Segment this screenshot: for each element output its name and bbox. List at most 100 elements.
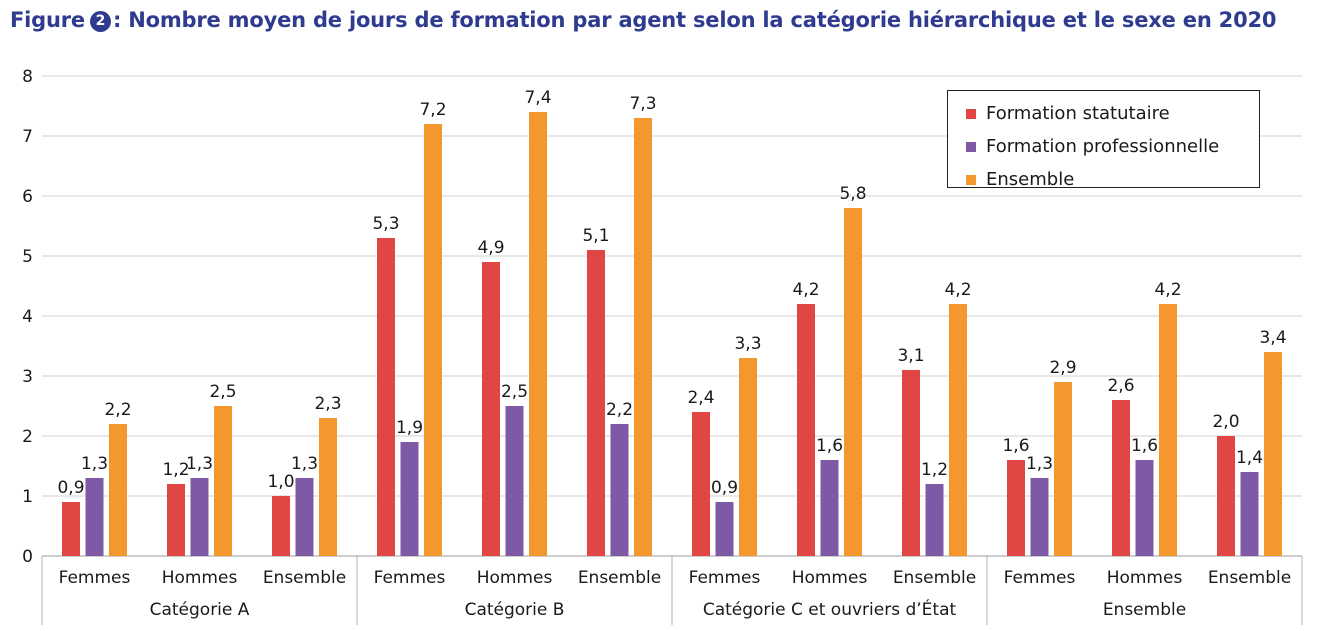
data-label: 2,6 (1107, 376, 1134, 396)
data-label: 2,5 (501, 382, 528, 402)
bar (295, 478, 314, 556)
bar (1135, 460, 1154, 556)
data-label: 1,3 (186, 454, 213, 474)
data-label: 4,9 (477, 238, 504, 258)
x-tick-label: Ensemble (263, 568, 346, 588)
bar (319, 418, 337, 556)
x-tick-label: Femmes (1004, 568, 1076, 588)
data-label: 1,6 (1131, 436, 1158, 456)
chart-legend: Formation statutaire Formation profession… (947, 90, 1260, 190)
y-tick-label: 5 (22, 247, 33, 267)
data-label: 3,4 (1259, 328, 1286, 348)
x-tick-label: Hommes (162, 568, 238, 588)
data-label: 1,3 (1026, 454, 1053, 474)
x-tick-label: Femmes (374, 568, 446, 588)
data-label: 4,2 (944, 280, 971, 300)
bar (797, 304, 815, 556)
data-label: 1,2 (162, 460, 189, 480)
y-tick-label: 0 (22, 547, 33, 567)
data-label: 1,9 (396, 418, 423, 438)
group-label: Catégorie A (150, 600, 250, 620)
legend-swatch (966, 141, 976, 152)
bar (377, 238, 395, 556)
bar (949, 304, 967, 556)
bar (505, 406, 524, 556)
bar (1217, 436, 1235, 556)
y-tick-label: 2 (22, 427, 33, 447)
x-tick-label: Hommes (477, 568, 553, 588)
bar (214, 406, 232, 556)
bar (1054, 382, 1072, 556)
data-label: 1,3 (81, 454, 108, 474)
data-label: 7,2 (419, 100, 446, 120)
data-label: 4,2 (792, 280, 819, 300)
bar (844, 208, 862, 556)
data-label: 2,4 (687, 388, 714, 408)
bar (400, 442, 419, 556)
y-tick-label: 4 (22, 307, 33, 327)
data-label: 5,3 (372, 214, 399, 234)
bar (1007, 460, 1025, 556)
data-label: 3,3 (734, 334, 761, 354)
legend-swatch (966, 108, 976, 119)
legend-label: Formation statutaire (986, 103, 1170, 124)
group-label: Catégorie C et ouvriers d’État (703, 598, 957, 620)
bar (272, 496, 290, 556)
group-label: Ensemble (1103, 600, 1186, 620)
bar (925, 484, 944, 556)
bar (190, 478, 209, 556)
y-tick-label: 7 (22, 127, 33, 147)
x-tick-label: Ensemble (893, 568, 976, 588)
data-label: 2,0 (1212, 412, 1239, 432)
bar (62, 502, 80, 556)
data-label: 2,2 (606, 400, 633, 420)
bar (482, 262, 500, 556)
y-tick-label: 6 (22, 187, 33, 207)
data-label: 7,3 (629, 94, 656, 114)
data-label: 5,1 (582, 226, 609, 246)
x-tick-label: Ensemble (1208, 568, 1291, 588)
data-label: 2,3 (314, 394, 341, 414)
data-label: 5,8 (839, 184, 866, 204)
data-label: 0,9 (711, 478, 738, 498)
data-label: 2,2 (104, 400, 131, 420)
legend-label: Ensemble (986, 169, 1075, 190)
y-tick-label: 3 (22, 367, 33, 387)
legend-item: Formation statutaire (966, 97, 1259, 130)
bar (109, 424, 127, 556)
x-tick-label: Ensemble (578, 568, 661, 588)
bar (634, 118, 652, 556)
bar (529, 112, 547, 556)
bar (1030, 478, 1049, 556)
bar (1112, 400, 1130, 556)
data-label: 2,9 (1049, 358, 1076, 378)
x-tick-label: Femmes (59, 568, 131, 588)
chart-title: Figure 2: Nombre moyen de jours de format… (10, 8, 1277, 32)
data-label: 1,2 (921, 460, 948, 480)
legend-label: Formation professionnelle (986, 136, 1220, 157)
data-label: 1,4 (1236, 448, 1263, 468)
bar (692, 412, 710, 556)
legend-item: Formation professionnelle (966, 130, 1259, 163)
y-tick-label: 1 (22, 487, 33, 507)
bar (610, 424, 629, 556)
bar (820, 460, 839, 556)
data-label: 1,0 (267, 472, 294, 492)
data-label: 1,6 (816, 436, 843, 456)
bar (85, 478, 104, 556)
bar (1240, 472, 1259, 556)
data-label: 2,5 (209, 382, 236, 402)
data-label: 7,4 (524, 88, 551, 108)
data-label: 1,6 (1002, 436, 1029, 456)
x-tick-label: Femmes (689, 568, 761, 588)
figure-number-badge: 2 (89, 11, 111, 32)
bar (1159, 304, 1177, 556)
bar (167, 484, 185, 556)
data-label: 3,1 (897, 346, 924, 366)
y-tick-label: 8 (22, 67, 33, 87)
data-label: 0,9 (57, 478, 84, 498)
bar (902, 370, 920, 556)
figure-title-text: : Nombre moyen de jours de formation par… (112, 8, 1277, 32)
bar (587, 250, 605, 556)
